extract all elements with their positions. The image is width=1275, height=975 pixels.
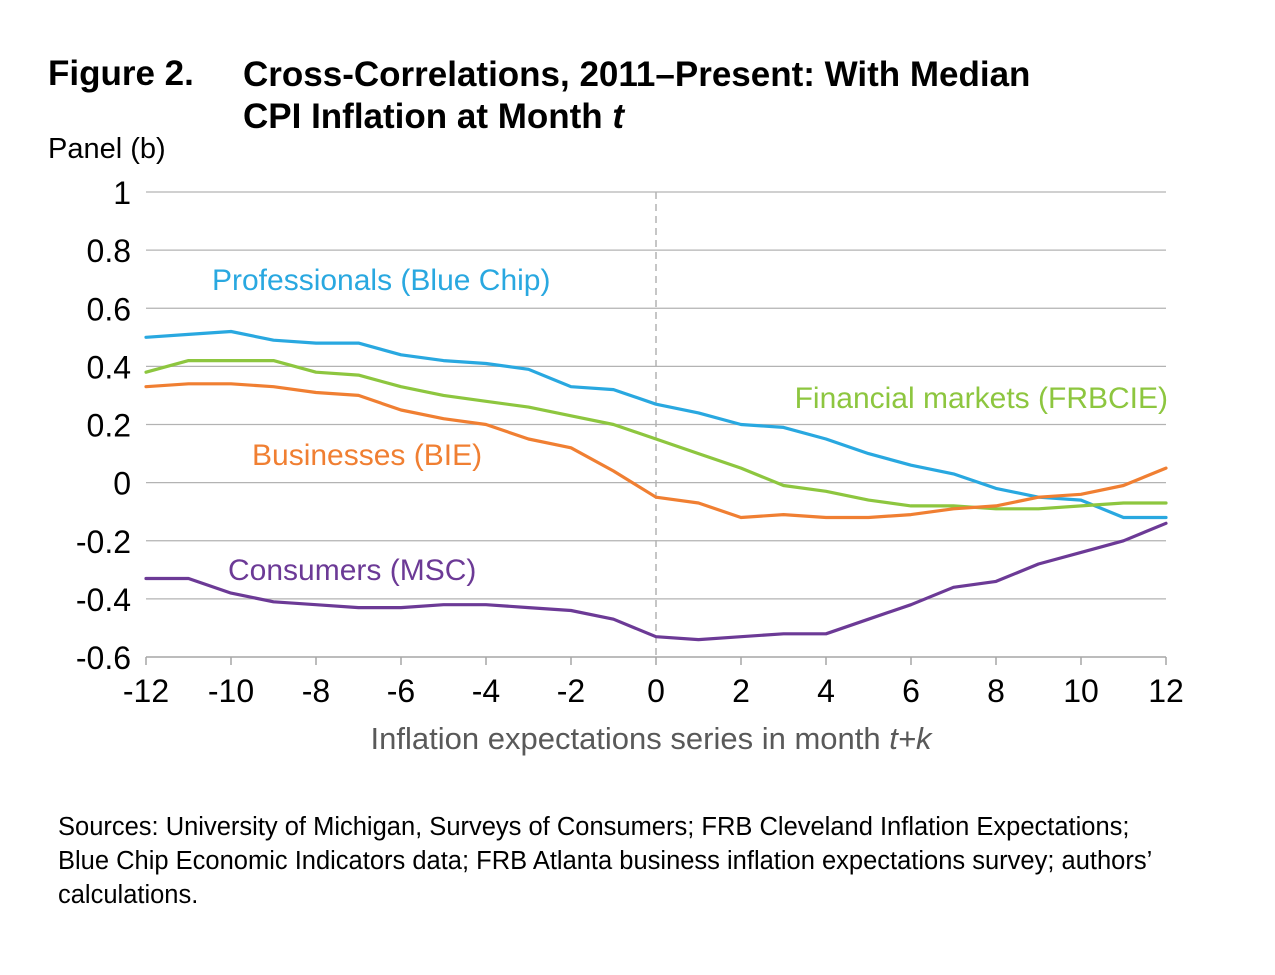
figure-number: Figure 2. [48, 54, 194, 93]
x-axis-label: Inflation expectations series in month t… [371, 721, 933, 756]
y-tick-label: -0.2 [76, 524, 131, 560]
series-label-2: Businesses (BIE) [252, 439, 482, 472]
series-label-0: Professionals (Blue Chip) [212, 264, 550, 297]
series-line-1 [144, 359, 1168, 511]
x-tick-label: -8 [302, 673, 330, 709]
y-tick-label: 0 [113, 466, 131, 502]
figure-title-line2-prefix: CPI Inflation at Month [243, 97, 613, 136]
y-tick-label: -0.4 [76, 582, 131, 618]
series-label-1: Financial markets (FRBCIE) [795, 382, 1168, 415]
y-tick-label: 0.4 [87, 349, 131, 385]
x-tick-label: 10 [1063, 673, 1099, 709]
x-tick-label: -12 [123, 673, 169, 709]
series-line-3 [144, 521, 1168, 642]
series-label-3: Consumers (MSC) [228, 554, 476, 587]
x-tick-label: 0 [647, 673, 665, 709]
series-lines [144, 329, 1168, 642]
panel-label: Panel (b) [48, 133, 166, 165]
y-tick-label: 0.8 [87, 233, 131, 269]
figure-title: Cross-Correlations, 2011–Present: With M… [243, 54, 1030, 138]
gridlines [146, 191, 1166, 657]
x-axis-label-prefix: Inflation expectations series in month [371, 721, 890, 756]
x-tick-label: 8 [987, 673, 1005, 709]
sources-note: Sources: University of Michigan, Surveys… [58, 813, 1152, 909]
x-tick-label: 4 [817, 673, 835, 709]
x-tick-label: 6 [902, 673, 920, 709]
x-tick-label: -6 [387, 673, 415, 709]
y-tick-label: 0.6 [87, 291, 131, 327]
x-tick-label: 12 [1148, 673, 1184, 709]
y-tick-label: 0.2 [87, 408, 131, 444]
x-axis-label-italic: t+k [889, 721, 933, 756]
x-tick-label: 2 [732, 673, 750, 709]
figure-title-line1: Cross-Correlations, 2011–Present: With M… [243, 55, 1031, 94]
series-line-0 [144, 329, 1168, 520]
axes: 1 0.8 0.6 0.4 0.2 0 -0.2 -0.4 -0.6-12 -10 -8 -6 -4 -2… [76, 175, 1184, 709]
x-tick-label: -4 [472, 673, 500, 709]
x-tick-label: -10 [208, 673, 254, 709]
series-labels: Professionals (Blue Chip) Financial marke… [212, 264, 1168, 587]
series-line-2 [144, 382, 1168, 520]
y-tick-label: 1 [113, 175, 131, 211]
figure-title-line2-italic: t [612, 97, 625, 136]
y-tick-label: -0.6 [76, 640, 131, 676]
x-tick-label: -2 [557, 673, 585, 709]
